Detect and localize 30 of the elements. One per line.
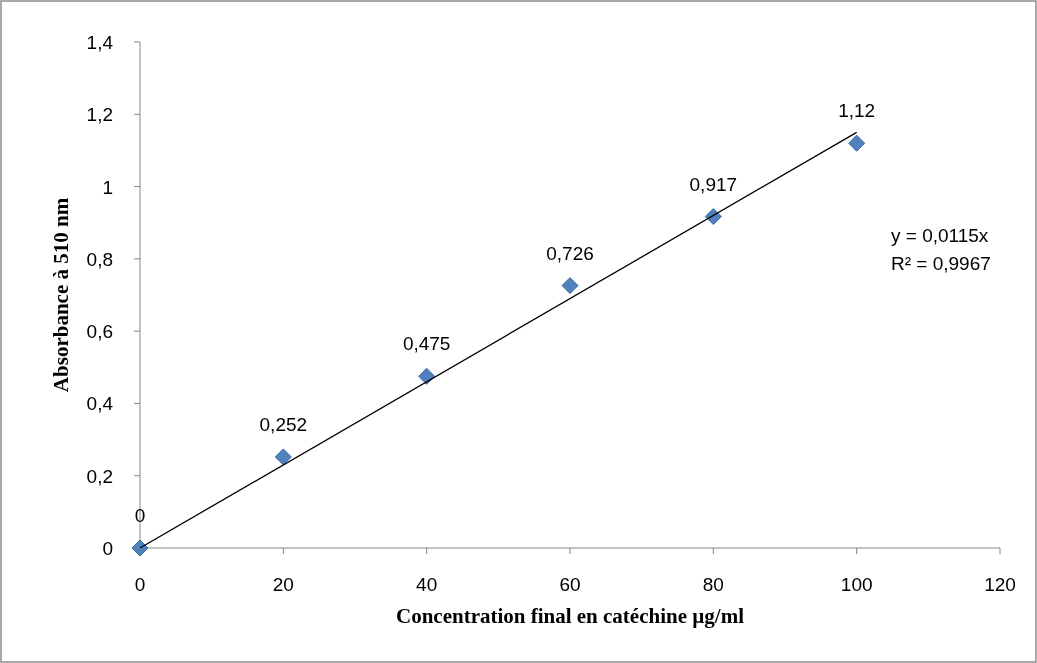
y-tick-label: 0,8 <box>86 248 113 270</box>
data-label: 0,726 <box>546 242 594 264</box>
data-label: 1,12 <box>838 100 876 122</box>
point <box>848 134 866 152</box>
y-tick-label: 0,4 <box>86 393 114 415</box>
x-tick-label: 120 <box>984 574 1016 595</box>
x-tick-label: 0 <box>134 574 146 595</box>
x-tick-label: 40 <box>416 574 438 595</box>
y-tick-label: 1 <box>102 176 113 198</box>
data-label: 0,917 <box>689 173 738 195</box>
y-tick-label: 0 <box>102 538 113 559</box>
annotation: R² = 0,9967 <box>891 253 991 274</box>
data-label: 0,475 <box>402 333 451 355</box>
annotation: y = 0,0115x <box>891 225 989 246</box>
x-tick-label: 100 <box>840 574 873 595</box>
point <box>418 367 436 385</box>
point <box>131 539 149 557</box>
point <box>274 448 292 466</box>
x-tick-label: 20 <box>272 574 294 595</box>
y-axis-title: Absorbance à 510 nm <box>49 197 73 393</box>
x-tick-label: 80 <box>702 574 724 595</box>
y-tick-label: 1,2 <box>86 104 113 126</box>
x-axis-title: Concentration final en catéchine µg/ml <box>395 604 745 628</box>
point <box>561 277 579 295</box>
y-tick-label: 0,2 <box>86 465 113 487</box>
y-tick-label: 0,6 <box>86 321 113 343</box>
data-label: 0 <box>134 505 146 526</box>
x-tick-label: 60 <box>559 574 581 595</box>
data-label: 0,252 <box>259 413 308 435</box>
y-tick-label: 1,4 <box>86 32 114 53</box>
